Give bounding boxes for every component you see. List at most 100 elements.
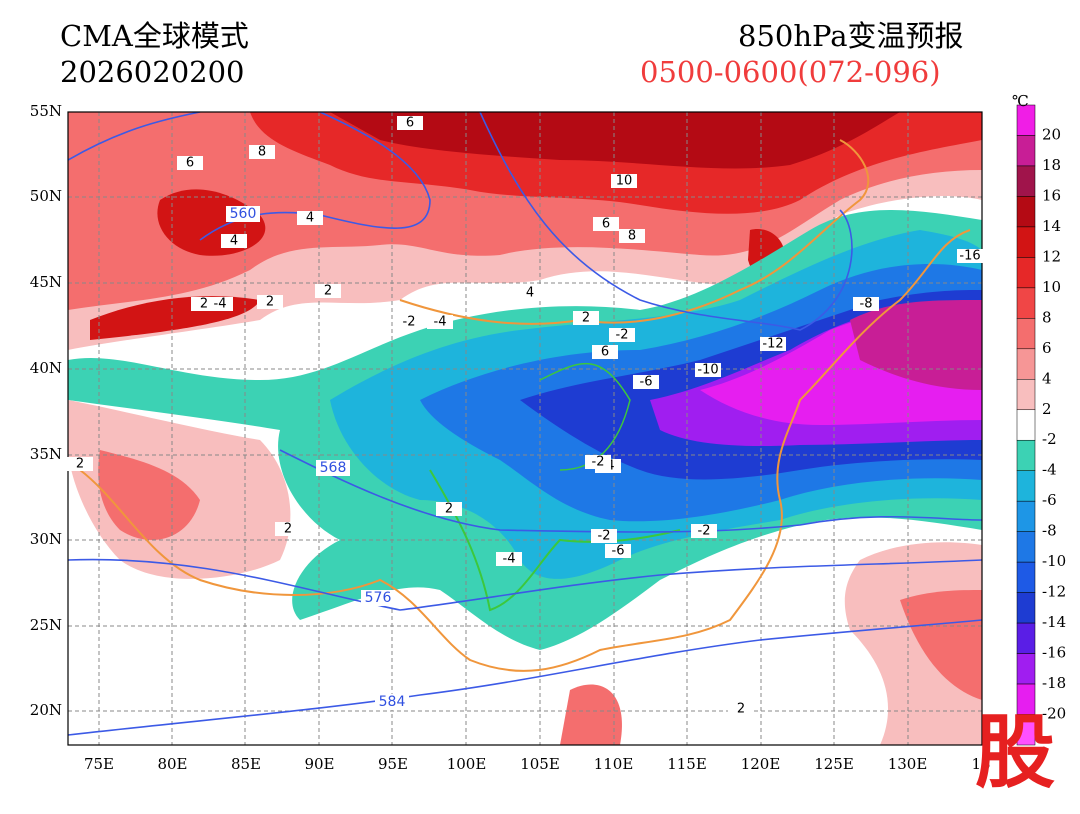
label-bg: [397, 116, 423, 130]
colorbar-swatch: [1016, 135, 1036, 167]
label-bg: [396, 315, 422, 329]
lon-label: 100E: [447, 755, 487, 773]
label-bg: [316, 460, 350, 476]
temp-label: 6: [186, 156, 194, 171]
label-bg: [361, 590, 395, 606]
temp-label: 2: [445, 502, 453, 517]
lon-label: 120E: [741, 755, 781, 773]
temp-label: 6: [601, 345, 609, 360]
colorbar-swatch: [1016, 287, 1036, 319]
colorbar-swatch: [1016, 379, 1036, 411]
temp-label: 2: [737, 702, 745, 717]
label-bg: [436, 502, 462, 516]
map-frame: [67, 111, 983, 746]
temp-label: -6: [612, 544, 625, 559]
colorbar-label: 6: [1042, 339, 1052, 357]
temp-label: 4: [306, 211, 314, 226]
temp-label: -6: [640, 375, 653, 390]
temp-label: -4: [434, 315, 447, 330]
lat-label: 45N: [30, 273, 62, 291]
temp-label: 4: [526, 286, 534, 301]
label-bg: [427, 315, 453, 329]
lon-label: 95E: [378, 755, 408, 773]
colorbar-swatch: [1016, 592, 1036, 624]
temp-label: -2: [616, 328, 629, 343]
temp-label: -12: [762, 337, 783, 352]
label-bg: [592, 345, 618, 359]
lat-label: 35N: [30, 445, 62, 463]
lon-label: 80E: [157, 755, 187, 773]
label-bg: [226, 206, 260, 222]
colorbar-label: -18: [1042, 674, 1066, 692]
lat-label: 25N: [30, 616, 62, 634]
label-bg: [957, 249, 983, 263]
colorbar-label: -6: [1042, 491, 1057, 509]
label-bg: [375, 694, 409, 710]
colorbar-swatch: [1016, 531, 1036, 563]
model-name: CMA全球模式: [60, 19, 249, 53]
temp-label: -8: [860, 297, 873, 312]
label-bg: [611, 174, 637, 188]
label-bg: [517, 286, 543, 300]
lat-label: 20N: [30, 701, 62, 719]
label-bg: [315, 284, 341, 298]
temp-label: 4: [230, 234, 238, 249]
lat-label: 50N: [30, 187, 62, 205]
lon-label: 75E: [84, 755, 114, 773]
label-bg: [275, 522, 301, 536]
label-bg: [585, 455, 611, 469]
label-bg: [633, 375, 659, 389]
lat-label: 30N: [30, 530, 62, 548]
label-bg: [591, 529, 617, 543]
watermark: 股: [975, 706, 1055, 799]
colorbar-label: 2: [1042, 400, 1052, 418]
label-bg: [496, 552, 522, 566]
label-bg: [619, 229, 645, 243]
lon-label: 13: [971, 755, 990, 773]
colorbar-label: 8: [1042, 308, 1052, 326]
colorbar-label: -16: [1042, 644, 1066, 662]
lon-label: 115E: [667, 755, 707, 773]
label-bg: [760, 337, 786, 351]
colorbar-label: -10: [1042, 552, 1066, 570]
temp-label: -10: [697, 363, 718, 378]
label-bg: [605, 544, 631, 558]
temp-label: -4: [503, 552, 516, 567]
label-bg: [177, 156, 203, 170]
colorbar-label: 10: [1042, 278, 1061, 296]
colorbar-swatch: [1016, 196, 1036, 228]
temp-label: -2: [698, 524, 711, 539]
lon-label: 105E: [520, 755, 560, 773]
lon-label: 110E: [594, 755, 634, 773]
colorbar-swatch: [1016, 561, 1036, 593]
label-bg: [221, 234, 247, 248]
colorbar-swatch: [1016, 714, 1036, 746]
colorbar-swatch: [1016, 622, 1036, 654]
colorbar-swatch: [1016, 470, 1036, 502]
label-bg: [695, 363, 721, 377]
colorbar-swatch: [1016, 500, 1036, 532]
colorbar-label: -4: [1042, 461, 1057, 479]
colorbar-swatch: [1016, 653, 1036, 685]
lat-label: 40N: [30, 359, 62, 377]
temp-label: 2: [76, 457, 84, 472]
label-bg: [853, 297, 879, 311]
temp-label: 2: [324, 284, 332, 299]
temp-label: 2: [266, 295, 274, 310]
colorbar-label: 16: [1042, 186, 1061, 204]
label-bg: [297, 211, 323, 225]
colorbar-swatch: [1016, 439, 1036, 471]
label-bg: [609, 328, 635, 342]
colorbar-label: -8: [1042, 522, 1057, 540]
lon-label: 125E: [814, 755, 854, 773]
temp-label: 2: [284, 522, 292, 537]
valid-range: 0500-0600(072-096): [640, 55, 941, 89]
product-title: 850hPa变温预报: [738, 19, 964, 53]
colorbar-label: -12: [1042, 583, 1066, 601]
temp-label: 6: [602, 217, 610, 232]
lat-label: 55N: [30, 102, 62, 120]
colorbar-label: 14: [1042, 217, 1061, 235]
temp-label: 2: [582, 311, 590, 326]
label-bg: [593, 217, 619, 231]
